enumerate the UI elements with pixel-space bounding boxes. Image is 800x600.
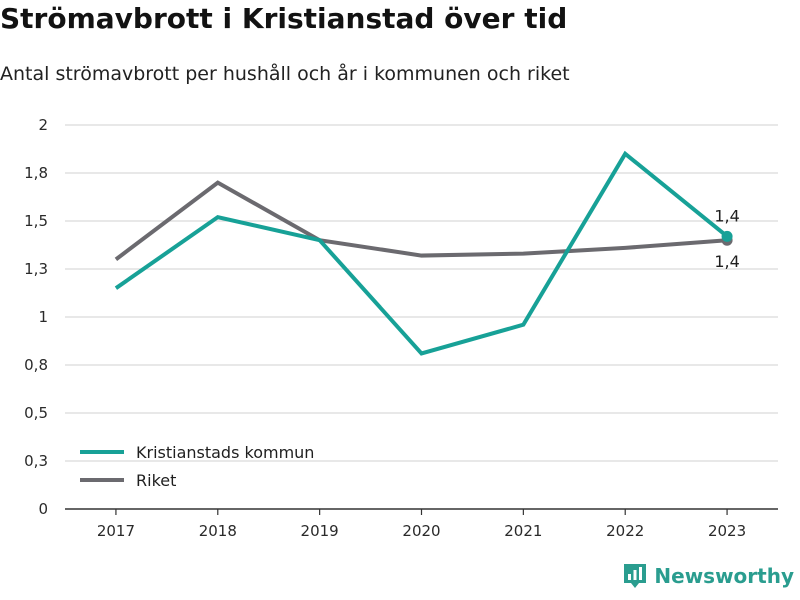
legend-swatch-riket — [80, 478, 124, 482]
x-tick-label: 2021 — [504, 522, 542, 540]
brand-logo[interactable]: Newsworthy — [622, 562, 794, 590]
x-tick-label: 2019 — [301, 522, 339, 540]
y-tick-label: 0,8 — [24, 356, 48, 374]
y-tick-label: 0,3 — [24, 452, 48, 470]
x-tick-label: 2023 — [708, 522, 746, 540]
x-tick-label: 2022 — [606, 522, 644, 540]
series-line-kristianstad — [114, 150, 729, 356]
x-tick-label: 2020 — [402, 522, 440, 540]
legend-label-kristianstad: Kristianstads kommun — [136, 442, 315, 462]
y-tick-label: 0 — [38, 500, 48, 518]
y-tick-label: 1,5 — [24, 212, 48, 230]
y-tick-label: 1,3 — [24, 260, 48, 278]
chart-title: Strömavbrott i Kristianstad över tid — [0, 2, 568, 35]
y-tick-label: 1,8 — [24, 164, 48, 182]
legend-label-riket: Riket — [136, 470, 177, 490]
y-tick-label: 2 — [38, 116, 48, 134]
legend-swatch-kristianstad — [80, 450, 124, 454]
x-tick-label: 2018 — [199, 522, 237, 540]
legend-item-riket: Riket — [80, 466, 314, 494]
y-tick-label: 0,5 — [24, 404, 48, 422]
brand-name: Newsworthy — [654, 564, 794, 588]
data-label-riket: 1,4 — [714, 252, 739, 271]
series-line-riket — [114, 180, 728, 261]
legend: Kristianstads kommun Riket — [80, 438, 314, 494]
newsworthy-logo-icon — [624, 564, 647, 588]
legend-item-kristianstad: Kristianstads kommun — [80, 438, 314, 466]
x-tick-label: 2017 — [97, 522, 135, 540]
data-label-kristianstad: 1,4 — [714, 206, 739, 225]
chart-subtitle: Antal strömavbrott per hushåll och år i … — [0, 63, 570, 85]
y-tick-label: 1 — [38, 308, 48, 326]
end-marker-kristianstad — [721, 230, 733, 242]
